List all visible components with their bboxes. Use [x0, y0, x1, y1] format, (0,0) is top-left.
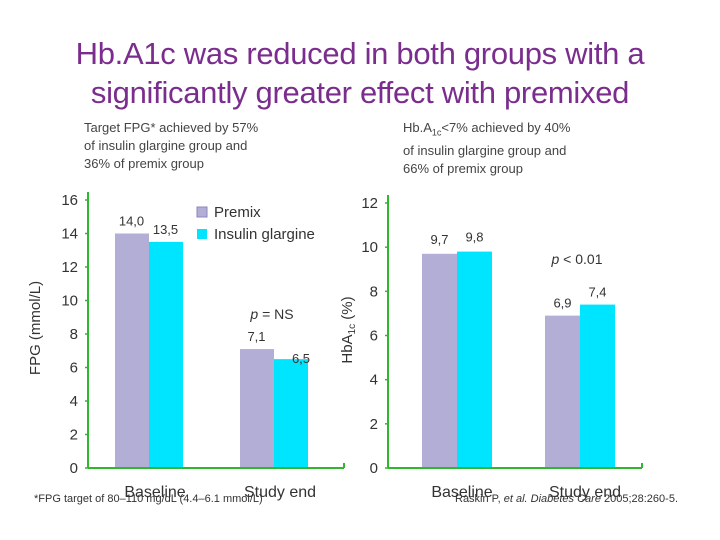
right-data-label: 9,8	[465, 230, 483, 245]
citation: Raskin P, et al. Diabetes Care 2005;28:2…	[455, 493, 679, 505]
legend-swatch-premix	[196, 206, 208, 218]
right-y-tick-label: 10	[361, 239, 378, 256]
left-data-label: 13,5	[153, 222, 178, 237]
left-bar-premix	[240, 349, 274, 468]
right-bar-glargine	[580, 304, 615, 468]
left-y-tick-label: 12	[61, 259, 78, 276]
left-y-tick-label: 14	[61, 226, 78, 243]
note-line: 66% of premix group	[403, 160, 523, 176]
right-y-tick-label: 2	[370, 416, 378, 433]
left-y-axis-label: FPG (mmol/L)	[27, 281, 44, 375]
title-line: Hb.A1c was reduced in both groups with a	[75, 36, 645, 71]
fpg-chart: 0 2 4 6 8 10 12 14 16 14,0 7,1 13,5 6,5 Baseline Study…	[61, 192, 345, 501]
left-category-label: Baseline	[124, 484, 185, 501]
right-data-label: 7,4	[588, 285, 606, 300]
slide-title: Hb.A1c was reduced in both groups with a…	[0, 34, 720, 112]
left-y-tick-label: 16	[61, 192, 78, 209]
right-y-axis-label: HbA1c (%)	[339, 296, 358, 363]
right-data-label: 6,9	[553, 296, 571, 311]
right-y-tick-label: 0	[370, 460, 378, 477]
legend-swatch-glargine	[197, 229, 207, 239]
right-y-tick-label: 8	[370, 283, 378, 300]
left-y-tick-label: 6	[70, 360, 78, 377]
left-y-tick-label: 0	[70, 460, 78, 477]
right-y-tick-label: 4	[370, 372, 378, 389]
footnote: *FPG target of 80–110 mg/dL (4.4–6.1 mmo…	[34, 493, 263, 505]
right-category-label: Baseline	[431, 484, 492, 501]
legend-label-premix: Premix	[214, 204, 261, 221]
right-category-label: Study end	[549, 484, 621, 501]
left-bar-glargine	[149, 241, 183, 468]
left-bar-premix	[115, 233, 149, 468]
note-line: of insulin glargine group and	[84, 138, 248, 153]
left-y-tick-label: 8	[70, 326, 78, 343]
fpg-target-note: Target FPG* achieved by 57% of insulin g…	[84, 119, 258, 173]
right-bar-premix	[545, 315, 580, 468]
note-line: Target FPG* achieved by 57%	[84, 120, 259, 135]
note-line: of insulin glargine group and	[403, 142, 567, 158]
left-data-label: 14,0	[119, 214, 144, 229]
right-p-value: p < 0.01	[551, 251, 603, 267]
left-y-tick-label: 10	[61, 293, 78, 310]
right-bar-premix	[422, 253, 457, 468]
left-data-label: 7,1	[247, 329, 265, 344]
left-p-value: p = NS	[249, 306, 293, 322]
left-data-label: 6,5	[292, 351, 310, 366]
right-bar-glargine	[457, 251, 492, 468]
note-line: 36% of premix group	[84, 156, 204, 171]
right-y-tick-label: 6	[370, 328, 378, 345]
hba1c-chart: 0 2 4 6 8 10 12 9,7 6,9 9,8 7,4 Baseline Study end	[361, 195, 643, 501]
note-line: Hb.A1c<7% achieved by 40%	[403, 120, 571, 138]
left-y-tick-label: 4	[70, 393, 78, 410]
left-category-label: Study end	[244, 484, 316, 501]
right-data-label: 9,7	[430, 232, 448, 247]
left-bar-glargine	[274, 359, 308, 468]
left-y-tick-label: 2	[70, 427, 78, 444]
legend-label-glargine: Insulin glargine	[214, 226, 315, 243]
right-y-tick-label: 12	[361, 195, 378, 212]
title-line: significantly greater effect with premix…	[90, 75, 630, 110]
hba1c-target-note: Hb.A1c<7% achieved by 40% of insulin gla…	[403, 119, 570, 178]
